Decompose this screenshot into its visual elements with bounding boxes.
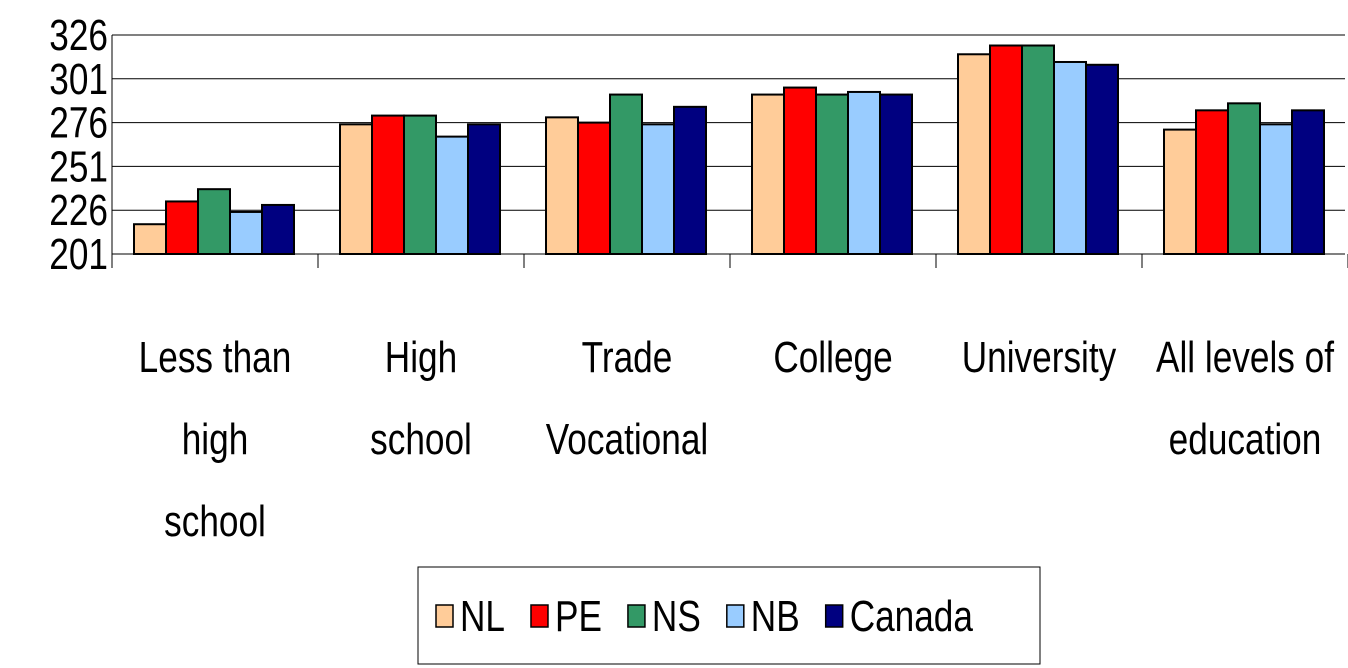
bar: [165, 200, 199, 256]
bar: [1163, 128, 1197, 255]
legend-label: Canada: [850, 592, 974, 641]
y-tick-label: 301: [49, 55, 108, 104]
bar: [609, 93, 643, 256]
x-tick-label: High school: [370, 333, 472, 464]
bar: [197, 188, 231, 255]
y-tick-label: 251: [49, 143, 108, 192]
legend-swatch: [530, 604, 549, 628]
bar: [467, 123, 501, 255]
bar: [783, 86, 817, 255]
bar: [261, 203, 295, 255]
bar: [847, 90, 881, 255]
y-tick-label: 326: [49, 11, 108, 60]
bar: [403, 114, 437, 256]
x-tick-label: All levels of education: [1155, 333, 1335, 464]
legend-swatch: [627, 604, 646, 628]
bar: [1085, 63, 1119, 255]
bar: [989, 44, 1023, 256]
bar: [641, 123, 675, 255]
bar: [673, 105, 707, 255]
bar: [1227, 102, 1261, 255]
bar: [577, 121, 611, 255]
legend-swatch: [824, 604, 844, 628]
y-tick-label: 226: [49, 187, 108, 236]
bar: [1021, 44, 1055, 256]
y-tick-label: 201: [49, 230, 108, 279]
bar: [545, 116, 579, 256]
legend-swatch: [726, 604, 745, 628]
bar: [1195, 109, 1229, 255]
bar: [133, 223, 167, 256]
bar: [229, 210, 263, 255]
bar: [371, 114, 405, 256]
legend-label: NS: [652, 592, 701, 641]
bar: [957, 53, 991, 255]
legend-label: NB: [751, 592, 800, 641]
bar: [815, 93, 849, 256]
bar: [751, 93, 785, 256]
bar: [339, 123, 373, 255]
legend-labels: NL PE NS NB Canada: [460, 592, 974, 641]
bar: [1053, 60, 1087, 255]
legend-label: NL: [460, 592, 505, 641]
legend-label: PE: [555, 592, 602, 641]
bar: [1259, 123, 1293, 255]
x-tick-label: College: [773, 333, 893, 382]
x-tick-label: Trade Vocational: [545, 333, 709, 464]
legend-swatch: [435, 604, 454, 628]
bar: [879, 93, 913, 256]
x-tick-label: University: [961, 333, 1117, 382]
bar: [435, 135, 469, 255]
x-tick-label: Less than high school: [138, 333, 292, 546]
y-tick-label: 276: [49, 99, 108, 148]
bar: [1291, 109, 1325, 255]
